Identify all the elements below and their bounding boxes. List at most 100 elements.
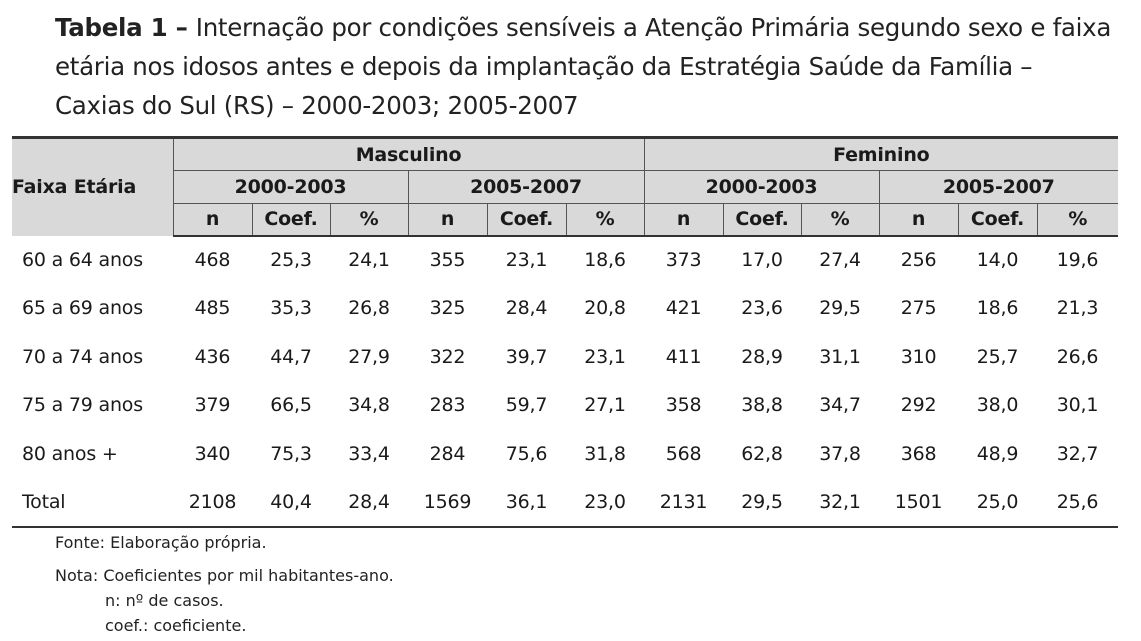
row-label: 70 a 74 anos xyxy=(22,345,143,368)
col-header-n: n xyxy=(407,203,487,237)
table-cell: 38,8 xyxy=(741,394,783,417)
table-cell: 23,0 xyxy=(566,478,645,528)
table-cell: 26,6 xyxy=(1056,345,1099,368)
row-label: 60 a 64 anos xyxy=(22,248,143,271)
table-cell: 2108 xyxy=(173,478,252,528)
table-cell: 1569 xyxy=(408,478,487,528)
table-body: 60 a 64 anos 468 25,3 24,1 355 23,1 18,6 373 17,… xyxy=(12,236,1119,528)
table-caption: Tabela 1 – Internação por condições sens… xyxy=(55,8,1115,125)
table-cell: 27,9 xyxy=(348,345,390,368)
col-header-coef: Coef. xyxy=(251,203,330,237)
table-cell: 468 xyxy=(194,249,231,272)
source-note: Fonte: Elaboração própria. xyxy=(55,533,267,552)
col-header-pct: % xyxy=(1036,203,1119,237)
period-header: 2005-2007 xyxy=(878,170,1119,204)
table-cell: 34,7 xyxy=(819,394,861,417)
table-cell: 48,9 xyxy=(976,442,1019,465)
table-cell: 485 xyxy=(194,297,231,320)
group-header-masculino: Masculino xyxy=(173,136,645,171)
table-cell: 23,6 xyxy=(741,297,783,320)
table-cell: 17,0 xyxy=(741,249,783,272)
table-cell: 32,1 xyxy=(801,478,880,528)
table-row: Total 2108 40,4 28,4 1569 36,1 23,0 2131 29,5 32,… xyxy=(12,478,1119,528)
table-cell: 75,3 xyxy=(270,442,312,465)
table-cell: 37,8 xyxy=(819,442,861,465)
row-label: 75 a 79 anos xyxy=(22,394,143,417)
table-cell: 36,1 xyxy=(487,478,566,528)
row-label: Total xyxy=(12,478,173,528)
table-row: 65 a 69 anos 485 35,3 26,8 325 28,4 20,8 421 23,… xyxy=(12,284,1118,333)
table-cell: 411 xyxy=(665,345,702,368)
table-cell: 29,5 xyxy=(723,478,802,528)
table-cell: 31,8 xyxy=(584,442,626,465)
table-cell: 325 xyxy=(429,297,466,320)
table-cell: 379 xyxy=(194,394,231,417)
table-row: 80 anos + 340 75,3 33,4 284 75,6 31,8 568 62,8 37… xyxy=(12,430,1118,479)
table-cell: 310 xyxy=(900,345,937,368)
col-header-pct: % xyxy=(329,203,408,237)
period-header: 2000-2003 xyxy=(643,170,880,204)
table-cell: 20,8 xyxy=(584,297,626,320)
table-cell: 25,0 xyxy=(958,478,1038,528)
table-notes: Fonte: Elaboração própria. Nota: Coefici… xyxy=(55,530,394,638)
table-cell: 18,6 xyxy=(584,249,626,272)
table-cell: 34,8 xyxy=(348,394,390,417)
table-cell: 24,1 xyxy=(348,249,390,272)
caption-label: Tabela 1 xyxy=(55,13,168,42)
table-cell: 568 xyxy=(665,442,702,465)
period-header: 2000-2003 xyxy=(173,170,408,204)
group-header-feminino: Feminino xyxy=(643,136,1119,171)
table-cell: 19,6 xyxy=(1056,249,1099,272)
col-header-coef: Coef. xyxy=(486,203,566,237)
period-header: 2005-2007 xyxy=(407,170,645,204)
table-cell: 23,1 xyxy=(584,345,626,368)
table-cell: 355 xyxy=(429,249,466,272)
table-cell: 40,4 xyxy=(252,478,330,528)
col-header-n: n xyxy=(643,203,724,237)
col-header-pct: % xyxy=(800,203,880,237)
table-cell: 31,1 xyxy=(819,345,861,368)
col-header-coef: Coef. xyxy=(957,203,1038,237)
table-cell: 75,6 xyxy=(505,442,548,465)
table-cell: 1501 xyxy=(879,478,959,528)
table-cell: 25,6 xyxy=(1037,478,1119,528)
table-cell: 35,3 xyxy=(270,297,312,320)
table-cell: 27,1 xyxy=(584,394,626,417)
table-cell: 373 xyxy=(665,249,702,272)
table-cell: 28,4 xyxy=(330,478,408,528)
table-cell: 340 xyxy=(194,442,231,465)
table-cell: 25,3 xyxy=(270,249,312,272)
table-cell: 38,0 xyxy=(976,394,1019,417)
table-cell: 421 xyxy=(665,297,702,320)
table-cell: 25,7 xyxy=(976,345,1019,368)
table-cell: 44,7 xyxy=(270,345,312,368)
table-cell: 27,4 xyxy=(819,249,861,272)
table-cell: 18,6 xyxy=(976,297,1019,320)
table-row: 75 a 79 anos 379 66,5 34,8 283 59,7 27,1 358 38,… xyxy=(12,381,1118,430)
table-cell: 28,9 xyxy=(741,345,783,368)
col-header-pct: % xyxy=(565,203,645,237)
table-cell: 368 xyxy=(900,442,937,465)
table-cell: 23,1 xyxy=(505,249,548,272)
row-label: 65 a 69 anos xyxy=(22,297,143,320)
table-cell: 358 xyxy=(665,394,702,417)
table-cell: 26,8 xyxy=(348,297,390,320)
row-label: 80 anos + xyxy=(22,442,118,465)
caption-dash: – xyxy=(167,13,196,42)
table-cell: 322 xyxy=(429,345,466,368)
n-definition: n: nº de casos. xyxy=(105,591,224,610)
table-cell: 66,5 xyxy=(270,394,312,417)
general-note: Nota: Coeficientes por mil habitantes-an… xyxy=(55,566,394,585)
col-header-coef: Coef. xyxy=(722,203,802,237)
table-cell: 436 xyxy=(194,345,231,368)
table-cell: 21,3 xyxy=(1056,297,1099,320)
table-row: 70 a 74 anos 436 44,7 27,9 322 39,7 23,1 411 28,… xyxy=(12,333,1118,382)
table-cell: 284 xyxy=(429,442,466,465)
table-cell: 39,7 xyxy=(505,345,548,368)
table-cell: 59,7 xyxy=(505,394,548,417)
table-cell: 2131 xyxy=(644,478,724,528)
table-row: 60 a 64 anos 468 25,3 24,1 355 23,1 18,6 373 17,… xyxy=(12,236,1118,285)
table-cell: 256 xyxy=(900,249,937,272)
table-cell: 30,1 xyxy=(1056,394,1099,417)
col-header-n: n xyxy=(173,203,252,237)
